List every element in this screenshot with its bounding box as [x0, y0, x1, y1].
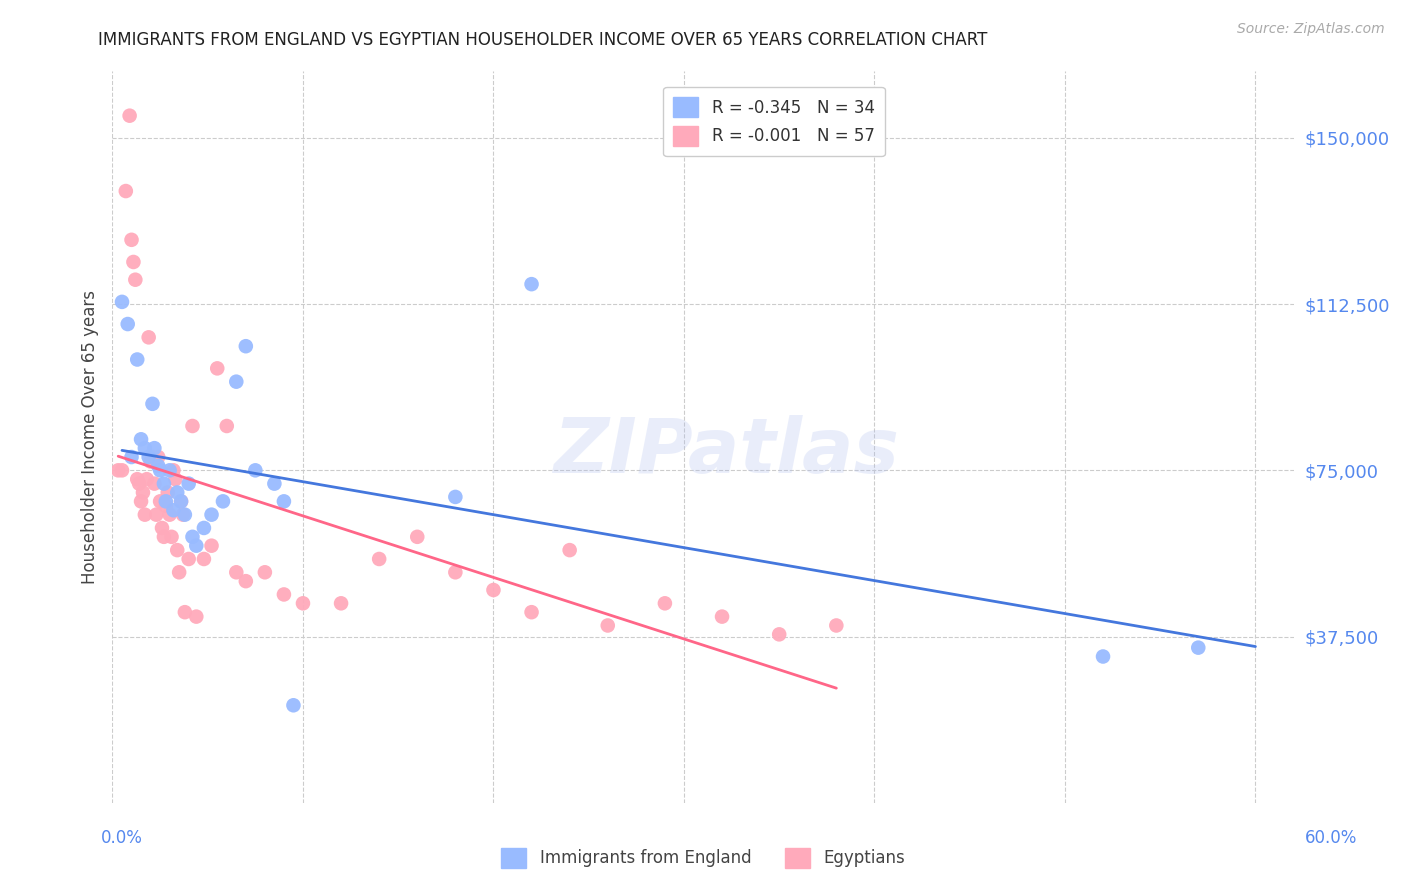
Point [127, 472, 149, 486]
Point [124, 273, 146, 287]
Point [121, 233, 143, 247]
Point [138, 330, 160, 344]
Point [167, 566, 190, 580]
Point [138, 450, 160, 464]
Point [330, 596, 353, 610]
Point [444, 566, 467, 580]
Point [165, 472, 187, 486]
Point [245, 463, 267, 477]
Point [111, 294, 134, 309]
Legend: Immigrants from England, Egyptians: Immigrants from England, Egyptians [495, 841, 911, 875]
Point [129, 494, 152, 508]
Point [159, 508, 181, 522]
Point [177, 552, 200, 566]
Point [166, 485, 188, 500]
Point [1092, 649, 1115, 664]
Text: IMMIGRANTS FROM ENGLAND VS EGYPTIAN HOUSEHOLDER INCOME OVER 65 YEARS CORRELATION: IMMIGRANTS FROM ENGLAND VS EGYPTIAN HOUS… [98, 31, 988, 49]
Point [711, 609, 734, 624]
Point [107, 463, 129, 477]
Point [155, 494, 177, 508]
Point [156, 485, 179, 500]
Point [173, 605, 195, 619]
Text: Source: ZipAtlas.com: Source: ZipAtlas.com [1237, 22, 1385, 37]
Point [148, 450, 170, 464]
Point [148, 458, 170, 473]
Point [134, 508, 156, 522]
Point [141, 450, 163, 464]
Point [111, 463, 134, 477]
Point [406, 530, 429, 544]
Point [444, 490, 467, 504]
Point [139, 454, 162, 468]
Point [273, 494, 295, 508]
Point [128, 476, 150, 491]
Point [212, 494, 235, 508]
Point [129, 432, 152, 446]
Point [121, 450, 143, 464]
Point [186, 539, 208, 553]
Point [132, 485, 155, 500]
Point [170, 494, 193, 508]
Point [186, 609, 208, 624]
Point [153, 476, 176, 491]
Point [162, 503, 184, 517]
Point [200, 539, 222, 553]
Text: 0.0%: 0.0% [101, 829, 143, 847]
Point [177, 476, 200, 491]
Point [135, 472, 157, 486]
Point [166, 543, 188, 558]
Point [235, 339, 257, 353]
Point [149, 463, 172, 477]
Point [520, 277, 543, 292]
Point [149, 494, 172, 508]
Point [172, 508, 194, 522]
Point [159, 463, 181, 477]
Point [162, 463, 184, 477]
Point [482, 582, 505, 597]
Text: ZIPatlas: ZIPatlas [554, 415, 900, 489]
Point [558, 543, 581, 558]
Point [193, 552, 215, 566]
Point [117, 317, 139, 331]
Point [253, 566, 276, 580]
Legend: R = -0.345   N = 34, R = -0.001   N = 57: R = -0.345 N = 34, R = -0.001 N = 57 [664, 87, 884, 156]
Point [181, 419, 204, 434]
Point [207, 361, 229, 376]
Point [127, 352, 149, 367]
Point [283, 698, 305, 713]
Point [118, 109, 141, 123]
Text: 60.0%: 60.0% [1305, 829, 1357, 847]
Point [193, 521, 215, 535]
Point [114, 184, 136, 198]
Point [145, 508, 167, 522]
Y-axis label: Householder Income Over 65 years: Householder Income Over 65 years [80, 290, 98, 584]
Point [122, 255, 145, 269]
Point [825, 618, 848, 632]
Point [141, 397, 163, 411]
Point [150, 521, 173, 535]
Point [134, 441, 156, 455]
Point [153, 530, 176, 544]
Point [520, 605, 543, 619]
Point [215, 419, 238, 434]
Point [225, 375, 247, 389]
Point [225, 566, 247, 580]
Point [768, 627, 790, 641]
Point [291, 596, 314, 610]
Point [235, 574, 257, 589]
Point [143, 476, 166, 491]
Point [263, 476, 285, 491]
Point [273, 587, 295, 601]
Point [181, 530, 204, 544]
Point [143, 441, 166, 455]
Point [596, 618, 619, 632]
Point [200, 508, 222, 522]
Point [160, 530, 183, 544]
Point [155, 499, 177, 513]
Point [170, 494, 193, 508]
Point [654, 596, 676, 610]
Point [368, 552, 391, 566]
Point [173, 508, 195, 522]
Point [1187, 640, 1209, 655]
